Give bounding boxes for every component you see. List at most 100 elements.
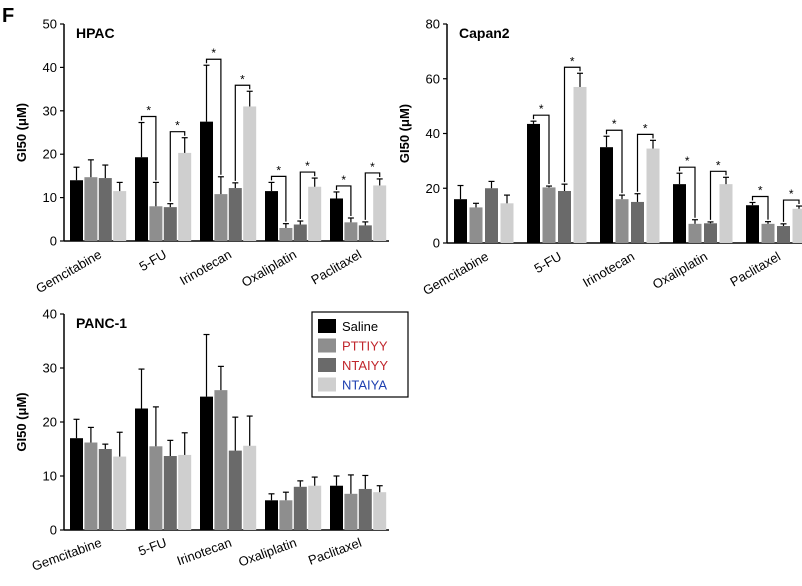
x-category-label: 5-FU	[136, 535, 168, 559]
significance-star: *	[175, 119, 180, 133]
chart-capan2: 0 20 40 60 80 GI50 (μM) Capan2 * * * * * * * * Gemcitab…	[397, 17, 802, 298]
significance-bracket	[364, 172, 381, 220]
bar-ntaiyy-irinotecan	[228, 188, 242, 241]
bar-pttiyy-5-fu	[149, 446, 163, 530]
bar-ntaiya-paclitaxel	[373, 492, 387, 530]
x-category-label: Paclitaxel	[306, 535, 364, 568]
chart-title: HPAC	[76, 25, 115, 41]
bar-saline-gemcitabine	[454, 199, 467, 243]
bar-ntaiya-oxaliplatin	[719, 184, 733, 243]
y-tick-label: 0	[433, 236, 440, 251]
significance-bracket	[678, 166, 696, 218]
bar-saline-gemcitabine	[70, 180, 83, 241]
x-category-label: Gemcitabine	[420, 249, 491, 298]
bar-ntaiya-5-fu	[573, 86, 587, 244]
significance-bracket	[751, 195, 769, 220]
significance-bracket	[709, 170, 727, 220]
significance-bracket	[532, 114, 550, 185]
bar-pttiyy-paclitaxel	[344, 493, 358, 530]
significance-star: *	[643, 121, 648, 135]
chart-title: Capan2	[459, 25, 510, 41]
y-tick-label: 30	[43, 103, 57, 118]
bar-pttiyy-irinotecan	[615, 199, 629, 243]
legend-item-label: NTAIYY	[342, 358, 388, 373]
y-tick-label: 20	[426, 181, 440, 196]
bar-pttiyy-oxaliplatin	[279, 500, 293, 530]
y-tick-label: 40	[43, 60, 57, 75]
bar-pttiyy-gemcitabine	[84, 177, 98, 241]
significance-star: *	[240, 72, 245, 86]
bar-ntaiyy-paclitaxel	[358, 488, 372, 530]
bar-ntaiya-oxaliplatin	[308, 186, 322, 241]
x-category-label: Gemcitabine	[33, 247, 104, 296]
bar-ntaiya-gemcitabine	[500, 203, 514, 243]
significance-star: *	[305, 159, 310, 173]
significance-bracket	[140, 115, 157, 181]
x-category-label: Paclitaxel	[727, 249, 783, 290]
bar-saline-5-fu	[135, 408, 148, 530]
bar-pttiyy-oxaliplatin	[279, 227, 293, 241]
bar-saline-irinotecan	[600, 147, 613, 243]
x-category-label: Irinotecan	[175, 535, 234, 569]
bar-ntaiyy-5-fu	[163, 456, 177, 530]
legend: Saline PTTIYY NTAIYY NTAIYA	[311, 311, 409, 398]
legend-item-label: PTTIYY	[342, 339, 388, 354]
bar-saline-oxaliplatin	[673, 184, 686, 243]
panel-letter: F	[2, 5, 14, 27]
bar-pttiyy-gemcitabine	[84, 442, 98, 530]
significance-star: *	[716, 158, 721, 172]
x-category-label: 5-FU	[531, 249, 564, 276]
y-tick-label: 50	[43, 17, 57, 32]
y-tick-label: 10	[43, 469, 57, 484]
significance-bracket	[205, 58, 222, 175]
significance-star: *	[370, 160, 375, 174]
bar-ntaiya-irinotecan	[243, 106, 257, 242]
bar-saline-oxaliplatin	[265, 500, 278, 530]
x-category-label: Irinotecan	[580, 249, 637, 291]
bar-ntaiyy-irinotecan	[228, 450, 242, 530]
x-category-label: Gemcitabine	[30, 535, 104, 574]
y-axis-label: GI50 (μM)	[14, 103, 29, 162]
significance-star: *	[570, 54, 575, 68]
bar-ntaiya-gemcitabine	[113, 191, 127, 241]
x-category-label: Oxaliplatin	[236, 535, 298, 570]
bar-ntaiyy-paclitaxel	[777, 226, 790, 243]
bar-ntaiyy-gemcitabine	[98, 449, 112, 530]
y-axis-label: GI50 (μM)	[397, 104, 412, 163]
significance-bracket	[169, 131, 186, 202]
significance-bracket	[299, 171, 316, 220]
bar-saline-5-fu	[527, 123, 540, 243]
bar-pttiyy-paclitaxel	[761, 223, 775, 243]
legend-swatch	[318, 377, 336, 392]
bar-ntaiya-paclitaxel	[373, 185, 387, 241]
significance-bracket	[270, 175, 287, 222]
bar-ntaiya-5-fu	[178, 152, 192, 241]
significance-star: *	[276, 163, 281, 177]
legend-item-label: Saline	[342, 319, 378, 334]
y-tick-label: 0	[50, 523, 57, 538]
y-tick-label: 40	[426, 126, 440, 141]
charts-group: 0 10 20 30 40 50 GI50 (μM) HPAC * * * * * * * * Gemcitab…	[14, 17, 802, 574]
legend-swatch	[318, 319, 336, 333]
legend-item-label: NTAIYA	[342, 378, 387, 393]
bar-pttiyy-gemcitabine	[469, 207, 483, 243]
bar-ntaiya-irinotecan	[646, 148, 660, 243]
significance-star: *	[341, 173, 346, 187]
y-axis-label: GI50 (μM)	[14, 392, 29, 451]
bar-ntaiyy-irinotecan	[631, 201, 644, 243]
bar-ntaiya-gemcitabine	[113, 456, 127, 530]
significance-star: *	[211, 46, 216, 60]
bar-saline-irinotecan	[200, 121, 213, 241]
y-tick-label: 40	[43, 307, 57, 322]
legend-swatch	[318, 358, 336, 372]
significance-star: *	[146, 104, 151, 118]
bar-ntaiyy-paclitaxel	[358, 225, 372, 241]
bar-ntaiyy-oxaliplatin	[293, 224, 307, 241]
significance-star: *	[685, 154, 690, 168]
bar-saline-paclitaxel	[330, 198, 343, 241]
significance-star: *	[612, 117, 617, 131]
bar-pttiyy-5-fu	[149, 206, 163, 241]
y-tick-label: 30	[43, 361, 57, 376]
bar-saline-irinotecan	[200, 396, 213, 530]
